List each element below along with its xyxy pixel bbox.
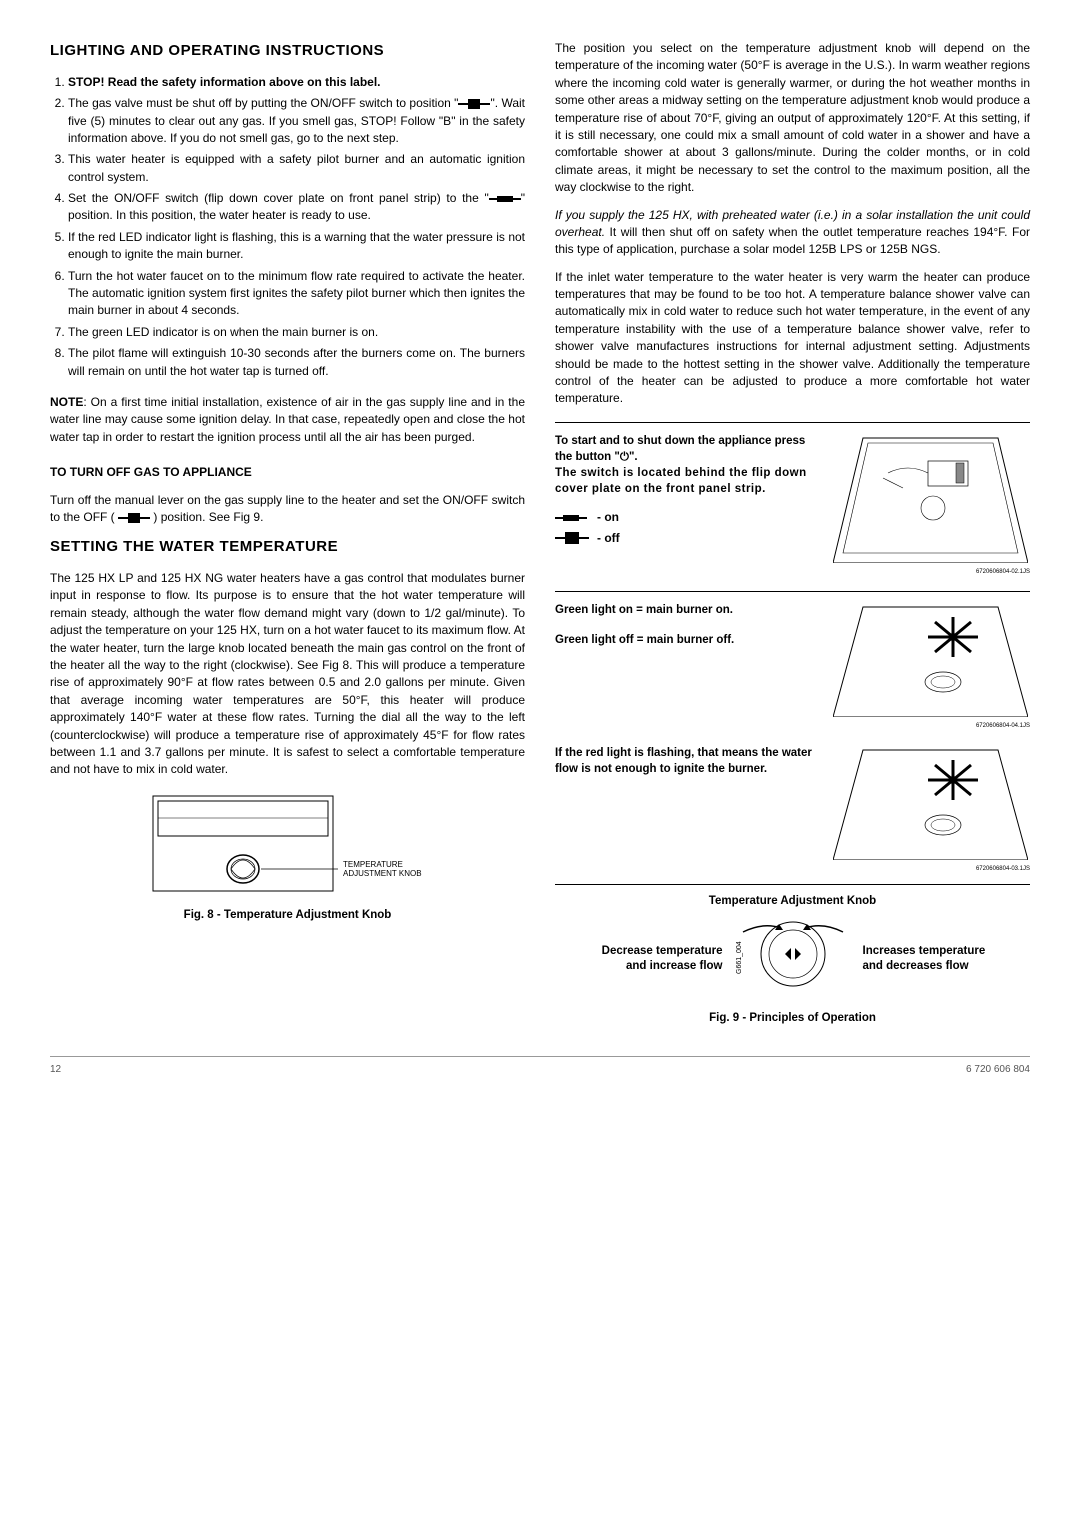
fig8-label2: ADJUSTMENT KNOB	[343, 869, 422, 878]
heading-setting: SETTING THE WATER TEMPERATURE	[50, 536, 525, 558]
block1-diagram: 6720606804-02.1JS	[830, 433, 1030, 577]
left-column: LIGHTING AND OPERATING INSTRUCTIONS STOP…	[50, 40, 525, 1026]
note-paragraph: NOTE: On a first time initial installati…	[50, 394, 525, 446]
setting-paragraph: The 125 HX LP and 125 HX NG water heater…	[50, 570, 525, 779]
instruction-2: The gas valve must be shut off by puttin…	[68, 95, 525, 147]
instruction-5: If the red LED indicator light is flashi…	[68, 229, 525, 264]
block3-diagram: 6720606804-03.1JS	[830, 745, 1030, 874]
temp-knob-block: Temperature Adjustment Knob Decrease tem…	[555, 884, 1030, 1026]
fig9-caption: Fig. 9 - Principles of Operation	[555, 1010, 1030, 1027]
right-p3: If the inlet water temperature to the wa…	[555, 269, 1030, 408]
tiny-number-1: 6720606804-02.1JS	[830, 568, 1030, 577]
switch-off-icon	[118, 513, 150, 523]
heading-lighting: LIGHTING AND OPERATING INSTRUCTIONS	[50, 40, 525, 62]
block2-text: Green light on = main burner on. Green l…	[555, 602, 818, 648]
off-indicator: - off	[555, 530, 818, 547]
fig8-label1: TEMPERATURE	[343, 860, 403, 869]
right-p2: If you supply the 125 HX, with preheated…	[555, 207, 1030, 259]
instruction-4: Set the ON/OFF switch (flip down cover p…	[68, 190, 525, 225]
page-footer: 12 6 720 606 804	[50, 1056, 1030, 1078]
on-indicator: - on	[555, 509, 818, 526]
figure-8: TEMPERATURE ADJUSTMENT KNOB Fig. 8 - Tem…	[50, 791, 525, 924]
tk-right: Increases temperature and decreases flow	[863, 944, 1023, 974]
fig8-diagram: TEMPERATURE ADJUSTMENT KNOB	[123, 791, 453, 901]
tiny-number-2: 6720606804-04.1JS	[830, 722, 1030, 731]
switch-off-icon	[458, 99, 490, 109]
instructions-list: STOP! Read the safety information above …	[50, 74, 525, 380]
block2-diagram: 6720606804-04.1JS	[830, 602, 1030, 731]
tk-knob-diagram: G661_004	[733, 914, 853, 1004]
tk-title: Temperature Adjustment Knob	[555, 893, 1030, 910]
right-column: The position you select on the temperatu…	[555, 40, 1030, 1026]
instruction-8: The pilot flame will extinguish 10-30 se…	[68, 345, 525, 380]
instruction-3: This water heater is equipped with a saf…	[68, 151, 525, 186]
switch-on-icon	[489, 194, 521, 204]
instruction-1: STOP! Read the safety information above …	[68, 74, 525, 91]
heading-turnoff: TO TURN OFF GAS TO APPLIANCE	[50, 464, 525, 481]
tk-left: Decrease temperature and increase flow	[563, 944, 723, 974]
block3-text: If the red light is flashing, that means…	[555, 745, 818, 777]
page-number: 12	[50, 1063, 61, 1078]
tiny-number-3: 6720606804-03.1JS	[830, 865, 1030, 874]
g661-label: G661_004	[736, 941, 743, 974]
instruction-7: The green LED indicator is on when the m…	[68, 324, 525, 341]
block1-text: To start and to shut down the appliance …	[555, 433, 818, 551]
instruction-6: Turn the hot water faucet on to the mini…	[68, 268, 525, 320]
doc-number: 6 720 606 804	[966, 1063, 1030, 1078]
turnoff-paragraph: Turn off the manual lever on the gas sup…	[50, 492, 525, 527]
fig8-caption: Fig. 8 - Temperature Adjustment Knob	[50, 907, 525, 924]
right-p1: The position you select on the temperatu…	[555, 40, 1030, 197]
